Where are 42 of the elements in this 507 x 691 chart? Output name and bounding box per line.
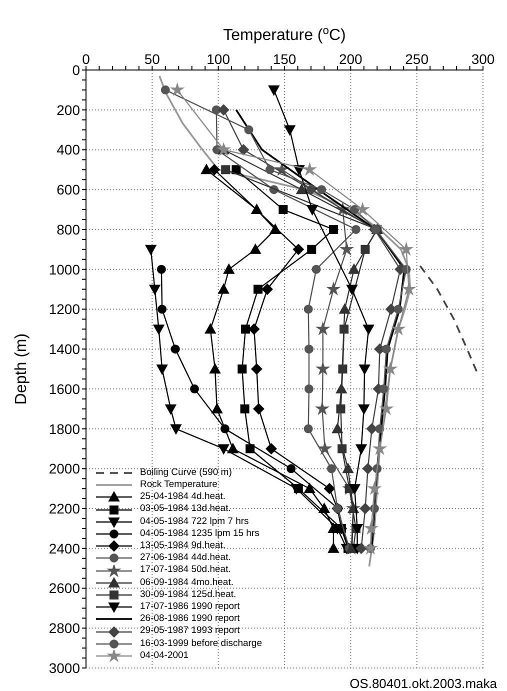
- y-tick-label: 3000: [48, 660, 80, 676]
- y-tick-label: 2800: [48, 620, 80, 636]
- x-tick-label: 50: [144, 51, 160, 67]
- y-tick-label: 1400: [48, 341, 80, 358]
- y-tick-label: 2600: [48, 580, 80, 596]
- legend-label: 26-08-1986 1990 report: [140, 613, 240, 626]
- legend-label: 13-05-1984 9d.heat.: [140, 540, 226, 552]
- legend-label: 29-05-1987 1993 report: [140, 625, 240, 638]
- legend-label: Rock Temperature: [140, 479, 218, 492]
- y-tick-label: 2200: [48, 500, 80, 517]
- y-axis-title: Depth (m): [13, 333, 30, 405]
- y-tick-label: 2000: [48, 460, 80, 477]
- x-tick-label: 300: [471, 51, 495, 67]
- legend-label: 27-06-1984 44d.heat.: [140, 552, 231, 564]
- x-axis-title: Temperature ($^{o}$C): [223, 25, 346, 44]
- y-tick-label: 200: [56, 102, 80, 118]
- x-tick-label: 100: [206, 51, 230, 67]
- text: OS.80401.okt.2003.maka: [350, 676, 497, 691]
- legend-label: 06-09-1984 4mo.heat.: [140, 576, 234, 589]
- legend-label: 25-04-1984 4d.heat.: [140, 491, 226, 504]
- legend-label: 03-05-1984 13d.heat.: [140, 503, 231, 516]
- legend-label: 17-07-1984 50d.heat.: [140, 564, 231, 577]
- x-tick-label: 150: [272, 51, 296, 67]
- legend-label: 04-04-2001: [140, 650, 189, 662]
- y-tick-label: 1200: [48, 301, 80, 318]
- y-tick-label: 400: [56, 142, 80, 158]
- y-tick-label: 1800: [48, 420, 80, 437]
- y-tick-label: 1000: [48, 261, 80, 278]
- legend-label: 04-05-1984 722 lpm 7 hrs: [140, 516, 249, 528]
- y-tick-label: 1600: [48, 380, 80, 397]
- x-tick-label: 0: [82, 51, 90, 67]
- x-tick-label: 250: [405, 51, 429, 67]
- x-tick-label: 200: [338, 51, 363, 67]
- y-tick-label: 2400: [48, 540, 80, 556]
- legend-label: Boiling Curve (590 m): [140, 466, 232, 479]
- y-tick-label: 600: [56, 182, 80, 198]
- y-tick-label: 0: [72, 62, 80, 78]
- legend-label: 30-09-1984 125d.heat.: [140, 588, 236, 602]
- legend-label: 04-05-1984 1235 lpm 15 hrs: [140, 528, 260, 540]
- legend-label: 16-03-1999 before discharge: [140, 638, 262, 650]
- legend-label: 17-07-1986 1990 report: [140, 601, 240, 614]
- y-tick-label: 800: [56, 221, 80, 238]
